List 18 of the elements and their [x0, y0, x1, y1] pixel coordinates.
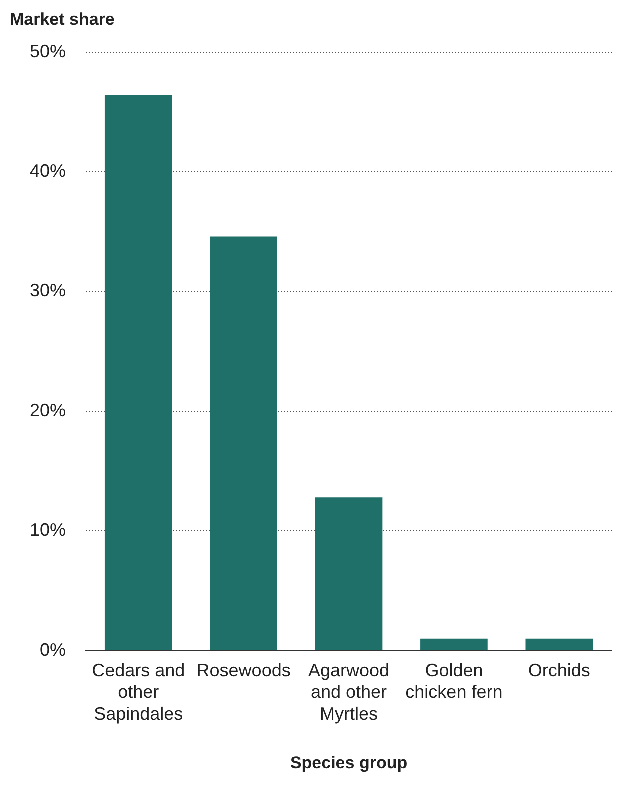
x-tick-label: Orchids [528, 660, 590, 681]
bar [420, 638, 488, 650]
x-tick-label: Golden chicken fern [406, 660, 503, 702]
x-tick-label: Rosewoods [196, 660, 291, 681]
bar [526, 638, 594, 650]
x-tick-label: Agarwood and other Myrtles [308, 660, 390, 724]
y-tick-label: 50% [30, 41, 66, 62]
bar [104, 95, 172, 650]
y-tick-label: 20% [30, 400, 66, 420]
y-tick-label: 0% [40, 640, 66, 660]
y-tick-label: 40% [30, 161, 66, 182]
y-tick-label: 10% [30, 520, 66, 540]
x-axis-title: Species group [290, 753, 408, 772]
bar [315, 498, 383, 650]
x-tick-label: Cedars and other Sapindales [92, 660, 186, 724]
y-axis-title: Market share [10, 10, 115, 29]
y-tick-label: 30% [30, 280, 66, 301]
bar [210, 236, 278, 650]
